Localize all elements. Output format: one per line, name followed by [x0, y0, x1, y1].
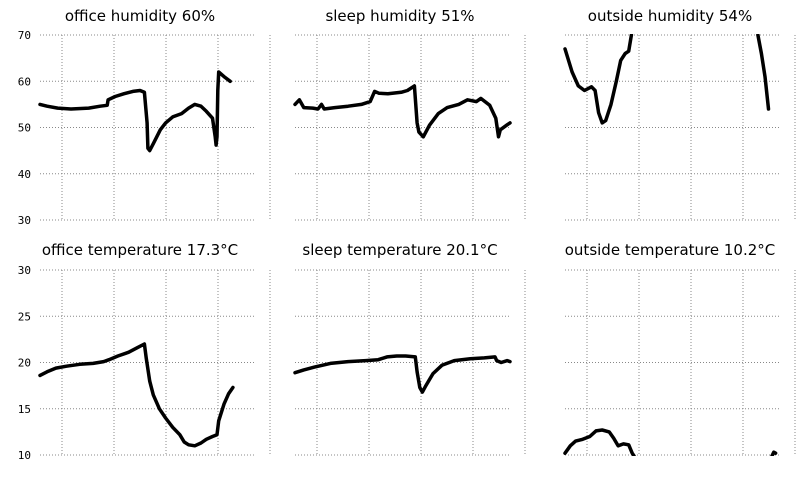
series-line [293, 354, 512, 394]
series-line [756, 34, 771, 111]
plot-area: 30 40 50 60 70 [18, 29, 271, 227]
y-tick-label: 70 [18, 29, 31, 42]
y-tick-label: 15 [18, 403, 31, 416]
plot-area: 10 15 20 25 30 [18, 264, 271, 462]
chart-title: office humidity 60% [64, 7, 216, 25]
series-line [770, 450, 778, 456]
chart-office-temperature: office temperature 17.3°C 10 15 20 25 30 [0, 240, 271, 462]
plot-area [563, 34, 796, 221]
chart-office-humidity: office humidity 60% 30 40 50 60 70 [0, 6, 271, 227]
y-tick-label: 30 [18, 214, 31, 227]
chart-title: outside humidity 54% [587, 7, 753, 25]
plot-area [563, 269, 796, 456]
chart-outside-humidity: outside humidity 54% [525, 6, 796, 226]
y-tick-label: 10 [18, 449, 31, 462]
series-line [563, 428, 636, 456]
series-line [38, 70, 232, 153]
series-line [563, 34, 634, 125]
y-tick-label: 50 [18, 122, 31, 135]
y-tick-label: 30 [18, 264, 31, 277]
y-tick-label: 40 [18, 168, 31, 181]
chart-title: sleep humidity 51% [325, 7, 475, 25]
y-tick-label: 25 [18, 310, 31, 323]
chart-sleep-humidity: sleep humidity 51% [255, 6, 526, 226]
chart-outside-temperature: outside temperature 10.2°C [525, 240, 796, 460]
y-tick-label: 60 [18, 75, 31, 88]
y-tick-label: 20 [18, 357, 31, 370]
chart-title: sleep temperature 20.1°C [302, 241, 498, 259]
chart-title: outside temperature 10.2°C [564, 241, 776, 259]
plot-area [293, 269, 526, 456]
chart-sleep-temperature: sleep temperature 20.1°C [255, 240, 526, 460]
series-line [38, 342, 235, 448]
series-line [293, 84, 512, 139]
chart-title: office temperature 17.3°C [41, 241, 239, 259]
plot-area [293, 34, 526, 221]
